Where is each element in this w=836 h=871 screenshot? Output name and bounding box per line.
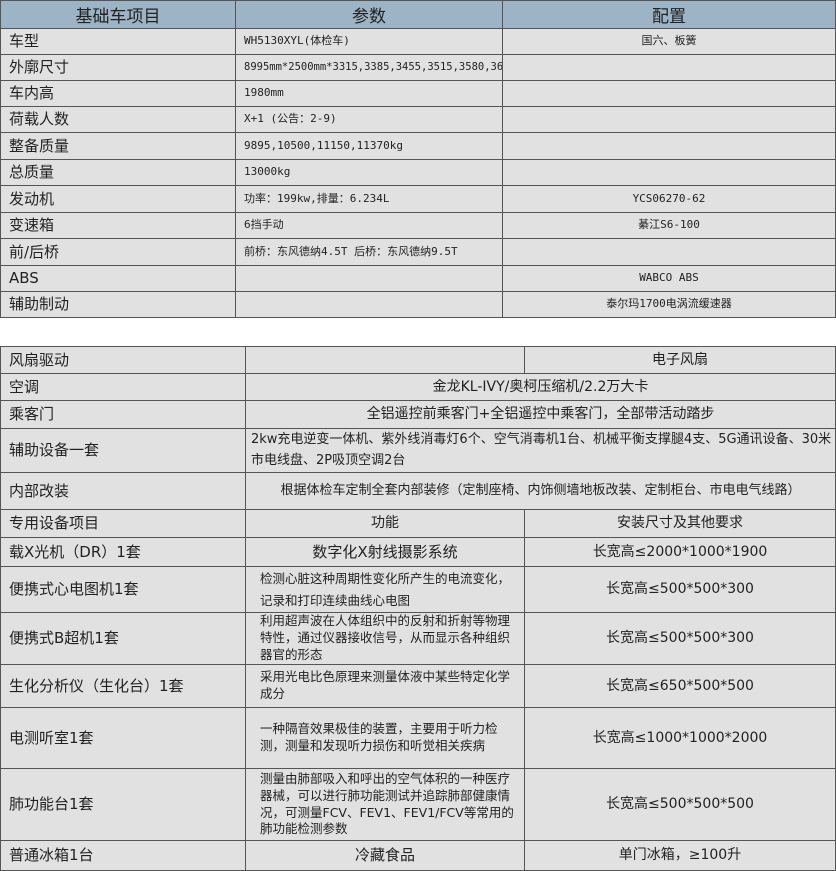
interior-label: 内部改装 (0, 472, 246, 510)
table-row: 前/后桥 前桥：东风德纳4.5T 后桥：东风德纳9.5T (0, 238, 836, 266)
equipment-requirement: 单门冰箱，≥100升 (524, 840, 836, 871)
table-row: 生化分析仪（生化台）1套 采用光电比色原理来测量体液中某些特定化学成分 长宽高≤65… (0, 664, 836, 708)
door-label: 乘客门 (0, 400, 246, 429)
item-label: 整备质量 (0, 132, 236, 160)
param-value: 功率：199kw,排量：6.234L (235, 185, 503, 213)
item-label: 外廓尺寸 (0, 54, 236, 81)
item-label: 前/后桥 (0, 238, 236, 266)
table-row: 专用设备项目 功能 安装尺寸及其他要求 (0, 509, 836, 538)
equipment-table: 风扇驱动 电子风扇 空调 金龙KL-IVY/奥柯压缩机/2.2万大卡 乘客门 全… (0, 346, 836, 871)
param-value: 6挡手动 (235, 212, 503, 239)
param-value (235, 291, 503, 318)
equipment-name: 生化分析仪（生化台）1套 (0, 664, 246, 708)
table-row: 车内高 1980mm (0, 80, 836, 107)
config-value: YCS06270-62 (502, 185, 836, 213)
equipment-function: 测量由肺部吸入和呼出的空气体积的一种医疗器械，可以进行肺功能测试并追踪肺部健康情… (245, 768, 525, 841)
equipment-requirement: 长宽高≤2000*1000*1900 (524, 537, 836, 567)
table-row: 乘客门 全铝遥控前乘客门+全铝遥控中乘客门，全部带活动踏步 (0, 400, 836, 429)
header-item: 基础车项目 (0, 0, 236, 29)
table-row: 风扇驱动 电子风扇 (0, 346, 836, 374)
item-label: ABS (0, 265, 236, 292)
equipment-function: 采用光电比色原理来测量体液中某些特定化学成分 (245, 664, 525, 708)
header-equipment: 专用设备项目 (0, 509, 246, 538)
param-value: X+1 (公告：2-9) (235, 106, 503, 133)
equipment-name: 便携式B超机1套 (0, 612, 246, 665)
header-param: 参数 (235, 0, 503, 29)
table-row: ABS WABCO ABS (0, 265, 836, 292)
equipment-requirement: 长宽高≤650*500*500 (524, 664, 836, 708)
config-value: WABCO ABS (502, 265, 836, 292)
param-value: WH5130XYL(体检车) (235, 28, 503, 55)
table-row: 辅助设备一套 2kw充电逆变一体机、紫外线消毒灯6个、空气消毒机1台、机械平衡支… (0, 428, 836, 473)
param-value: 9895,10500,11150,11370kg (235, 132, 503, 160)
table-row: 发动机 功率：199kw,排量：6.234L YCS06270-62 (0, 185, 836, 213)
fan-value: 电子风扇 (524, 346, 836, 374)
param-value: 1980mm (235, 80, 503, 107)
ac-value: 金龙KL-IVY/奥柯压缩机/2.2万大卡 (245, 373, 836, 401)
table-row: 空调 金龙KL-IVY/奥柯压缩机/2.2万大卡 (0, 373, 836, 401)
aux-value: 2kw充电逆变一体机、紫外线消毒灯6个、空气消毒机1台、机械平衡支撑腿4支、5G… (245, 428, 836, 473)
table-row: 载X光机（DR）1套 数字化X射线摄影系统 长宽高≤2000*1000*1900 (0, 537, 836, 567)
table-row: 便携式心电图机1套 检测心脏这种周期性变化所产生的电流变化，记录和打印连续曲线心电… (0, 566, 836, 613)
equipment-name: 载X光机（DR）1套 (0, 537, 246, 567)
equipment-name: 电测听室1套 (0, 707, 246, 769)
equipment-requirement: 长宽高≤500*500*500 (524, 768, 836, 841)
item-label: 车型 (0, 28, 236, 55)
config-value (502, 159, 836, 186)
param-value: 13000kg (235, 159, 503, 186)
table-row: 肺功能台1套 测量由肺部吸入和呼出的空气体积的一种医疗器械，可以进行肺功能测试并追… (0, 768, 836, 841)
aux-label: 辅助设备一套 (0, 428, 246, 473)
equipment-function: 数字化X射线摄影系统 (245, 537, 525, 567)
config-value (502, 54, 836, 81)
config-value: 国六、板簧 (502, 28, 836, 55)
config-value: 泰尔玛1700电涡流缓速器 (502, 291, 836, 318)
table-row: 辅助制动 泰尔玛1700电涡流缓速器 (0, 291, 836, 318)
equipment-function: 冷藏食品 (245, 840, 525, 871)
table-row: 便携式B超机1套 利用超声波在人体组织中的反射和折射等物理特性，通过仪器接收信号，… (0, 612, 836, 665)
config-value (502, 80, 836, 107)
header-requirements: 安装尺寸及其他要求 (524, 509, 836, 538)
equipment-requirement: 长宽高≤500*500*300 (524, 566, 836, 613)
table-row: 变速箱 6挡手动 綦江S6-100 (0, 212, 836, 239)
header-function: 功能 (245, 509, 525, 538)
item-label: 发动机 (0, 185, 236, 213)
empty-cell (245, 346, 525, 374)
item-label: 变速箱 (0, 212, 236, 239)
table-row: 车型 WH5130XYL(体检车) 国六、板簧 (0, 28, 836, 55)
fan-label: 风扇驱动 (0, 346, 246, 374)
equipment-function: 检测心脏这种周期性变化所产生的电流变化，记录和打印连续曲线心电图 (245, 566, 525, 613)
item-label: 车内高 (0, 80, 236, 107)
ac-label: 空调 (0, 373, 246, 401)
table-row: 荷载人数 X+1 (公告：2-9) (0, 106, 836, 133)
table-row: 内部改装 根据体检车定制全套内部装修（定制座椅、内饰侧墙地板改装、定制柜台、市电… (0, 472, 836, 510)
table-header: 基础车项目 参数 配置 (0, 0, 836, 29)
config-value (502, 132, 836, 160)
item-label: 总质量 (0, 159, 236, 186)
table-row: 普通冰箱1台 冷藏食品 单门冰箱，≥100升 (0, 840, 836, 871)
param-value (235, 265, 503, 292)
item-label: 荷载人数 (0, 106, 236, 133)
table-row: 电测听室1套 一种隔音效果极佳的装置，主要用于听力检测，测量和发现听力损伤和听觉相… (0, 707, 836, 769)
config-value (502, 106, 836, 133)
equipment-function: 利用超声波在人体组织中的反射和折射等物理特性，通过仪器接收信号，从而显示各种组织… (245, 612, 525, 665)
equipment-name: 普通冰箱1台 (0, 840, 246, 871)
config-value: 綦江S6-100 (502, 212, 836, 239)
basic-vehicle-table: 基础车项目 参数 配置 车型 WH5130XYL(体检车) 国六、板簧 外廓尺寸 899… (0, 0, 836, 318)
item-label: 辅助制动 (0, 291, 236, 318)
equipment-name: 便携式心电图机1套 (0, 566, 246, 613)
door-value: 全铝遥控前乘客门+全铝遥控中乘客门，全部带活动踏步 (245, 400, 836, 429)
header-config: 配置 (502, 0, 836, 29)
equipment-name: 肺功能台1套 (0, 768, 246, 841)
equipment-requirement: 长宽高≤500*500*300 (524, 612, 836, 665)
param-value: 8995mm*2500mm*3315,3385,3455,3515,3580,3… (235, 54, 503, 81)
interior-value: 根据体检车定制全套内部装修（定制座椅、内饰侧墙地板改装、定制柜台、市电电气线路） (245, 472, 836, 510)
table-row: 整备质量 9895,10500,11150,11370kg (0, 132, 836, 160)
equipment-function: 一种隔音效果极佳的装置，主要用于听力检测，测量和发现听力损伤和听觉相关疾病 (245, 707, 525, 769)
param-value: 前桥：东风德纳4.5T 后桥：东风德纳9.5T (235, 238, 503, 266)
table-row: 外廓尺寸 8995mm*2500mm*3315,3385,3455,3515,35… (0, 54, 836, 81)
equipment-requirement: 长宽高≤1000*1000*2000 (524, 707, 836, 769)
table-row: 总质量 13000kg (0, 159, 836, 186)
config-value (502, 238, 836, 266)
